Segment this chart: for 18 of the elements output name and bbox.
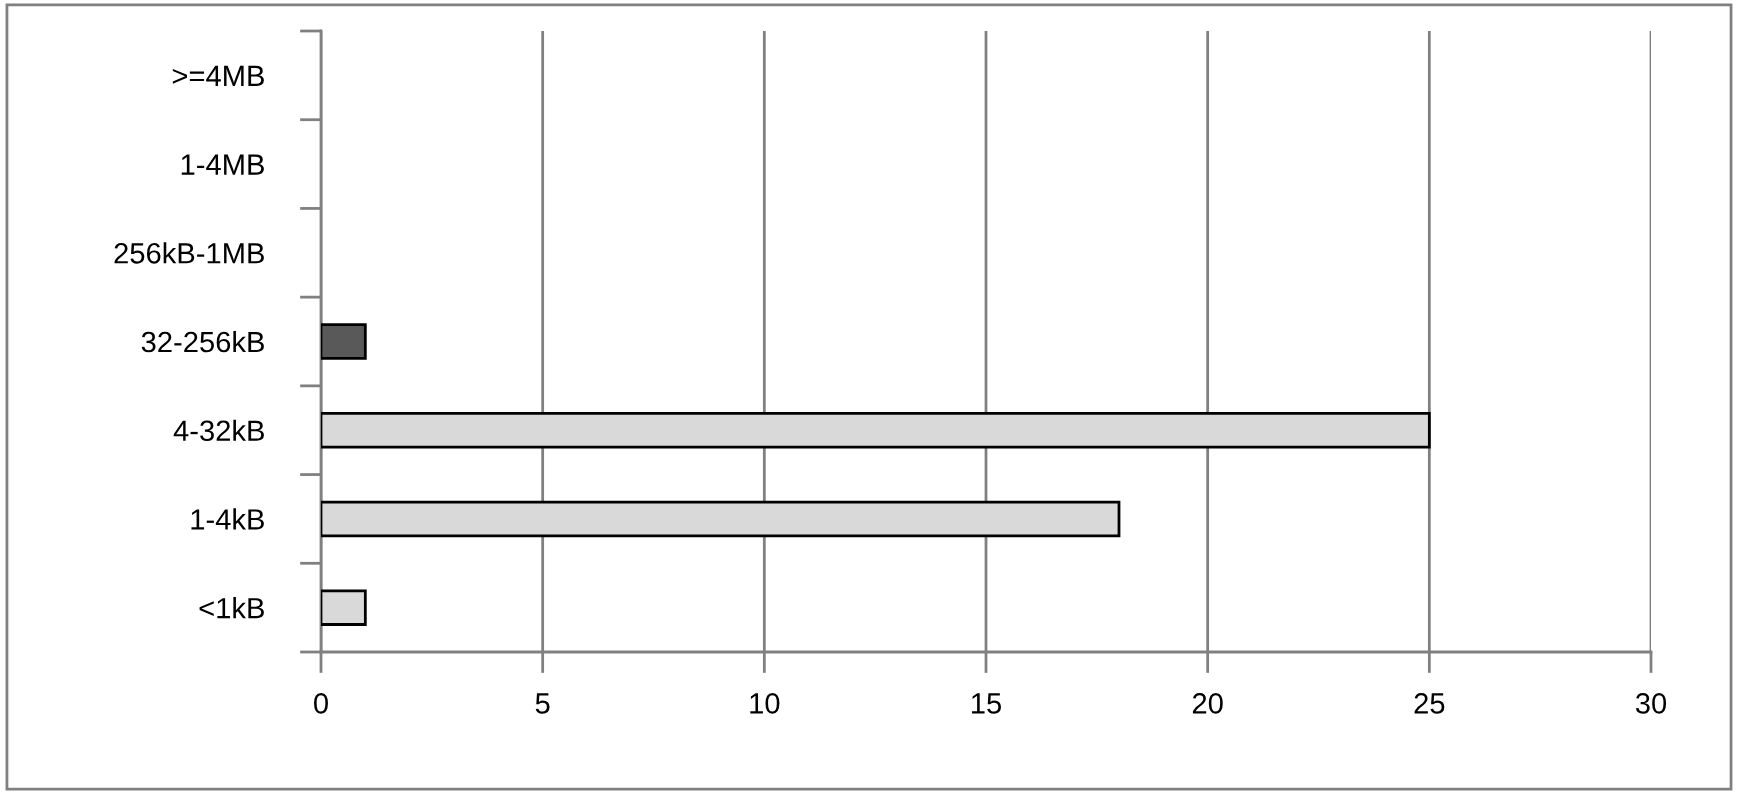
y-tick-label: <1kB <box>199 597 264 619</box>
y-tick-label: 4-32kB <box>173 419 264 442</box>
x-tick-label: 20 <box>1192 693 1223 714</box>
y-tick-label: 1-4MB <box>181 154 264 175</box>
bar <box>321 589 367 626</box>
bar <box>321 411 1431 449</box>
y-tick-label: 1-4kB <box>191 508 264 530</box>
y-tick-label: 32-256kB <box>141 330 264 353</box>
x-tick-label: 10 <box>750 693 780 714</box>
x-tick-label: 15 <box>972 693 1001 714</box>
x-tick-label: 30 <box>1635 693 1667 714</box>
bar <box>321 500 1121 538</box>
bar <box>321 323 367 360</box>
y-tick-label: 256kB-1MB <box>114 242 264 264</box>
x-tick-label: 0 <box>314 693 328 714</box>
x-tick-label: 5 <box>535 693 550 714</box>
x-tick-label: 25 <box>1414 693 1445 714</box>
y-tick-label: >=4MB <box>172 65 264 86</box>
